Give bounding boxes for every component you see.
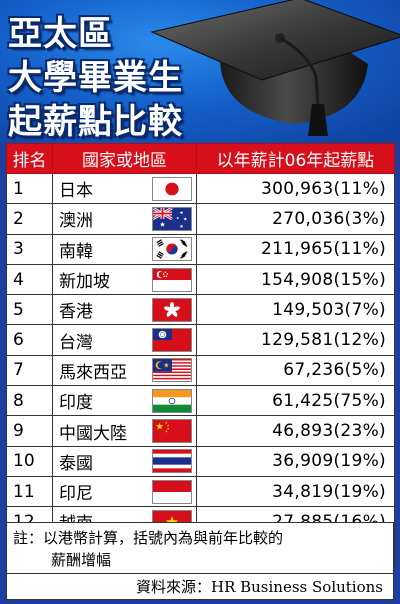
salary-cell: 34,819(19%) xyxy=(196,475,395,508)
flag-cell xyxy=(147,445,197,477)
indonesia-flag-icon xyxy=(151,479,192,504)
country-cell: 新加坡 xyxy=(52,263,148,296)
china-flag-icon xyxy=(151,419,192,444)
title-line-3: 起薪點比較 xyxy=(8,102,183,142)
country-cell: 南韓 xyxy=(52,233,148,265)
rank-cell: 11 xyxy=(6,475,53,508)
table-row: 8 印度 61,425(75%) xyxy=(6,385,395,417)
taiwan-flag-icon xyxy=(151,328,192,353)
table-row: 6 台灣 129,581(12%) xyxy=(6,324,395,356)
flag-cell xyxy=(147,233,197,265)
flag-cell xyxy=(147,263,197,296)
country-cell: 印度 xyxy=(52,385,148,417)
hong-kong-flag-icon xyxy=(151,297,192,322)
flag-cell xyxy=(147,294,197,326)
country-column-header: 國家或地區 xyxy=(52,143,197,174)
flag-cell xyxy=(147,475,197,508)
rank-cell: 10 xyxy=(6,445,53,477)
country-cell: 澳洲 xyxy=(52,203,148,235)
rank-cell: 7 xyxy=(6,354,53,387)
table-row: 10 泰國 36,909(19%) xyxy=(6,445,395,477)
country-cell: 日本 xyxy=(52,172,148,205)
flag-cell xyxy=(147,415,197,447)
japan-flag-icon xyxy=(151,176,192,201)
salary-cell: 300,963(11%) xyxy=(196,172,395,205)
rank-cell: 8 xyxy=(6,385,53,417)
rank-cell: 6 xyxy=(6,324,53,356)
source-credit: 資料來源：HR Business Solutions xyxy=(6,574,394,600)
table-row: 3 南韓 211,965(11%) xyxy=(6,233,395,265)
singapore-flag-icon xyxy=(151,267,192,292)
table-row: 4 新加坡 154,908(15%) xyxy=(6,263,395,296)
rank-cell: 9 xyxy=(6,415,53,447)
rank-cell: 2 xyxy=(6,203,53,235)
table-row: 2 澳洲 270,036(3%) xyxy=(6,203,395,235)
table-row: 1 日本 300,963(11%) xyxy=(6,172,395,205)
ranking-table: 排名 國家或地區 以年薪計06年起薪點 1 日本 300,963(11%) 2 澳洲 27… xyxy=(6,143,395,568)
south-korea-flag-icon xyxy=(151,237,192,262)
table-header-row: 排名 國家或地區 以年薪計06年起薪點 xyxy=(6,143,395,174)
title-line-1: 亞太區 xyxy=(8,14,113,54)
rank-cell: 1 xyxy=(6,172,53,205)
title-line-2: 大學畢業生 xyxy=(8,58,183,98)
country-cell: 印尼 xyxy=(52,475,148,508)
flag-cell xyxy=(147,354,197,387)
table-row: 11 印尼 34,819(19%) xyxy=(6,475,395,508)
country-cell: 中國大陸 xyxy=(52,415,148,447)
flag-cell xyxy=(147,324,197,356)
salary-cell: 46,893(23%) xyxy=(196,415,395,447)
country-cell: 香港 xyxy=(52,294,148,326)
rank-cell: 4 xyxy=(6,263,53,296)
salary-table: 排名 國家或地區 以年薪計06年起薪點 1 日本 300,963(11%) 2 澳洲 27… xyxy=(6,143,395,568)
country-cell: 台灣 xyxy=(52,324,148,356)
malaysia-flag-icon xyxy=(151,358,192,383)
salary-cell: 67,236(5%) xyxy=(196,354,395,387)
table-row: 7 馬來西亞 67,236(5%) xyxy=(6,354,395,387)
salary-cell: 129,581(12%) xyxy=(196,324,395,356)
country-cell: 馬來西亞 xyxy=(52,354,148,387)
rank-cell: 5 xyxy=(6,294,53,326)
footnote-line-1: 註：以港幣計算，括號內為與前年比較的 xyxy=(13,529,284,547)
salary-cell: 61,425(75%) xyxy=(196,385,395,417)
salary-cell: 211,965(11%) xyxy=(196,233,395,265)
table-row: 5 香港 149,503(7%) xyxy=(6,294,395,326)
title-banner: 亞太區 大學畢業生 起薪點比較 xyxy=(0,0,400,143)
thailand-flag-icon xyxy=(151,449,192,474)
flag-cell xyxy=(147,385,197,417)
india-flag-icon xyxy=(151,388,192,413)
salary-cell: 149,503(7%) xyxy=(196,294,395,326)
salary-cell: 270,036(3%) xyxy=(196,203,395,235)
salary-column-header: 以年薪計06年起薪點 xyxy=(196,143,395,174)
flag-cell xyxy=(147,172,197,205)
country-cell: 泰國 xyxy=(52,445,148,477)
australia-flag-icon xyxy=(151,206,192,231)
salary-cell: 36,909(19%) xyxy=(196,445,395,477)
rank-column-header: 排名 xyxy=(6,143,53,174)
footnote-line-2: 薪酬增幅 xyxy=(51,551,112,569)
table-row: 9 中國大陸 46,893(23%) xyxy=(6,415,395,447)
flag-cell xyxy=(147,203,197,235)
footnote: 註：以港幣計算，括號內為與前年比較的 薪酬增幅 xyxy=(6,522,394,574)
rank-cell: 3 xyxy=(6,233,53,265)
salary-cell: 154,908(15%) xyxy=(196,263,395,296)
graduation-cap-icon xyxy=(150,0,400,136)
